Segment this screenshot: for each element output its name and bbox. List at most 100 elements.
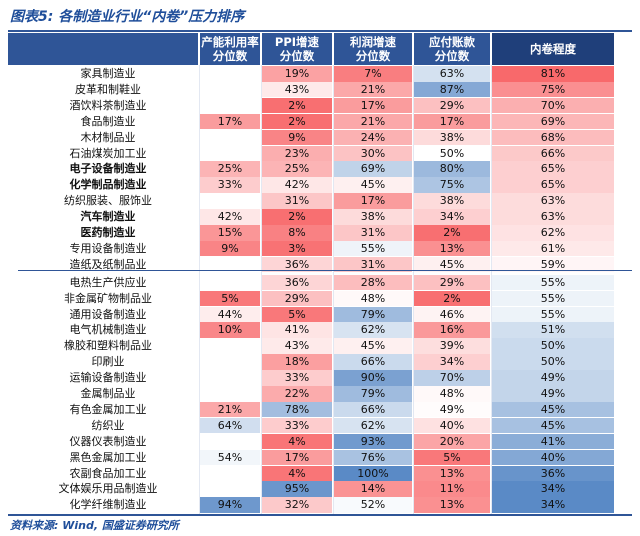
heatmap-cell: 45% bbox=[492, 401, 614, 418]
heatmap-cell: 54% bbox=[200, 449, 260, 466]
heatmap-cell: 34% bbox=[492, 481, 614, 497]
row-label: 食品制造业 bbox=[80, 114, 136, 128]
column-header-line2: 分位数 bbox=[212, 49, 248, 63]
heatmap-cell: 68% bbox=[492, 129, 614, 146]
heatmap-cell: 78% bbox=[262, 401, 332, 418]
heatmap-cell bbox=[200, 275, 260, 291]
column-header-line1: PPI增速 bbox=[274, 35, 320, 49]
column-header-line1: 产能利用率 bbox=[201, 35, 259, 49]
heatmap-cell: 93% bbox=[334, 433, 412, 450]
row-label: 电子设备制造业 bbox=[69, 162, 147, 176]
heatmap-cell: 45% bbox=[334, 177, 412, 193]
row-label: 石油煤炭加工业 bbox=[69, 146, 147, 160]
row-label: 电热生产供应业 bbox=[69, 275, 147, 289]
row-label: 运输设备制造业 bbox=[69, 371, 147, 385]
heatmap-cell: 21% bbox=[334, 113, 412, 130]
heatmap-cell: 2% bbox=[262, 97, 332, 114]
heatmap-cell: 8% bbox=[262, 225, 332, 241]
row-label: 文体娱乐用品制造业 bbox=[58, 482, 158, 496]
heatmap-cell: 95% bbox=[262, 481, 332, 497]
heatmap-cell: 25% bbox=[262, 161, 332, 177]
heatmap-cell: 29% bbox=[414, 274, 490, 291]
heatmap-cell: 33% bbox=[262, 417, 332, 434]
grid-line bbox=[333, 65, 334, 514]
heatmap-cell: 50% bbox=[414, 145, 490, 161]
row-label: 有色金属加工业 bbox=[69, 402, 147, 416]
heatmap-cell: 22% bbox=[262, 386, 332, 402]
heatmap-cell: 51% bbox=[492, 322, 614, 338]
heatmap-cell: 87% bbox=[414, 81, 490, 98]
heatmap-cell: 9% bbox=[200, 240, 260, 257]
heatmap-cell: 63% bbox=[414, 66, 490, 82]
heatmap-cell: 36% bbox=[262, 274, 332, 291]
column-header-blank bbox=[8, 33, 198, 65]
heatmap-cell: 36% bbox=[262, 256, 332, 273]
row-label: 汽车制造业 bbox=[80, 210, 136, 224]
row-label: 黑色金属加工业 bbox=[69, 450, 147, 464]
heatmap-cell: 31% bbox=[334, 225, 412, 241]
heatmap-cell: 45% bbox=[414, 256, 490, 273]
heatmap-cell: 30% bbox=[334, 145, 412, 161]
row-label: 非金属矿物制品业 bbox=[64, 291, 152, 305]
heatmap-cell: 39% bbox=[414, 338, 490, 354]
heatmap-cell: 64% bbox=[200, 417, 260, 434]
heatmap-cell: 66% bbox=[492, 145, 614, 161]
column-header-line1: 应付账款 bbox=[429, 35, 475, 49]
heatmap-cell: 7% bbox=[334, 66, 412, 82]
heatmap-cell: 49% bbox=[492, 386, 614, 402]
heatmap-cell: 41% bbox=[262, 322, 332, 338]
heatmap-cell: 42% bbox=[200, 209, 260, 225]
column-header-line1: 利润增速 bbox=[350, 35, 396, 49]
heatmap-cell: 43% bbox=[262, 81, 332, 98]
heatmap-cell: 45% bbox=[334, 338, 412, 354]
row-label: 医药制造业 bbox=[80, 226, 136, 239]
heatmap-cell bbox=[200, 82, 260, 98]
row-label: 金属制品业 bbox=[80, 387, 136, 400]
row-label: 通用设备制造业 bbox=[69, 307, 147, 321]
heatmap-cell: 100% bbox=[334, 465, 412, 481]
heatmap-cell: 23% bbox=[262, 145, 332, 161]
heatmap-cell: 14% bbox=[334, 481, 412, 497]
column-header-3: 应付账款 分位数 bbox=[414, 33, 490, 65]
heatmap-cell: 61% bbox=[492, 240, 614, 257]
heatmap-cell: 48% bbox=[414, 386, 490, 402]
heatmap-cell: 63% bbox=[492, 209, 614, 225]
heatmap-cell: 80% bbox=[414, 161, 490, 177]
heatmap-cell: 15% bbox=[200, 225, 260, 241]
row-label: 橡胶和塑料制品业 bbox=[64, 339, 152, 353]
heatmap-cell: 55% bbox=[492, 274, 614, 291]
source-note: 资料来源: Wind, 国盛证券研究所 bbox=[10, 519, 179, 532]
row-label: 酒饮料茶制造业 bbox=[69, 98, 147, 112]
heatmap-cell: 32% bbox=[262, 497, 332, 513]
heatmap-cell: 41% bbox=[492, 433, 614, 450]
heatmap-cell bbox=[200, 98, 260, 114]
heatmap-cell: 2% bbox=[262, 113, 332, 130]
heatmap-cell: 3% bbox=[262, 240, 332, 257]
heatmap-cell: 79% bbox=[334, 386, 412, 402]
heatmap-cell: 24% bbox=[334, 129, 412, 146]
heatmap-cell: 11% bbox=[414, 481, 490, 497]
heatmap-cell: 40% bbox=[492, 449, 614, 466]
heatmap-cell: 17% bbox=[262, 449, 332, 466]
row-label: 仪器仪表制造业 bbox=[69, 434, 147, 448]
heatmap-cell: 49% bbox=[414, 401, 490, 418]
heatmap-cell: 62% bbox=[334, 417, 412, 434]
heatmap-cell: 16% bbox=[414, 322, 490, 338]
heatmap-cell: 63% bbox=[492, 193, 614, 209]
column-header-1: PPI增速 分位数 bbox=[262, 33, 332, 65]
heatmap-cell: 65% bbox=[492, 161, 614, 177]
heatmap-cell: 33% bbox=[200, 177, 260, 193]
row-label: 专用设备制造业 bbox=[69, 241, 147, 255]
grid-line bbox=[261, 65, 262, 514]
heatmap-cell: 66% bbox=[334, 401, 412, 418]
heatmap-cell: 90% bbox=[334, 370, 412, 386]
page-title: 图表5: 各制造业行业“内卷”压力排序 bbox=[10, 9, 245, 25]
heatmap-cell: 9% bbox=[262, 129, 332, 146]
heatmap-cell: 66% bbox=[334, 354, 412, 370]
heatmap-cell: 52% bbox=[334, 497, 412, 513]
heatmap-cell: 31% bbox=[334, 256, 412, 273]
bottom-rule bbox=[8, 514, 632, 516]
row-label: 纺织业 bbox=[91, 418, 125, 432]
heatmap-cell: 49% bbox=[492, 370, 614, 386]
heatmap-cell: 62% bbox=[334, 322, 412, 338]
